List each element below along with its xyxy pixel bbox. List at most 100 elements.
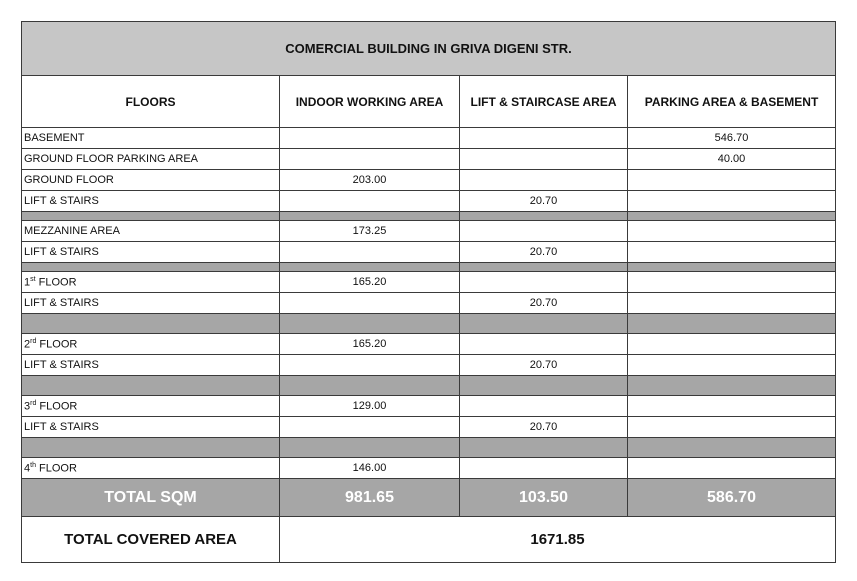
table-row: BASEMENT 546.70 bbox=[21, 127, 836, 149]
lift-cell bbox=[459, 148, 628, 170]
covered-row: TOTAL COVERED AREA 1671.85 bbox=[21, 516, 836, 563]
floor-ordinal: st bbox=[30, 275, 36, 283]
indoor-cell: 165.20 bbox=[279, 271, 460, 293]
table-row: LIFT & STAIRS 20.70 bbox=[21, 354, 836, 376]
floor-cell: 3rd FLOOR bbox=[21, 395, 280, 417]
area-table: COMERCIAL BUILDING IN GRIVA DIGENI STR. … bbox=[21, 21, 836, 563]
floor-cell: 4th FLOOR bbox=[21, 457, 280, 479]
lift-cell bbox=[459, 127, 628, 149]
separator-cell bbox=[627, 211, 836, 221]
separator-cell bbox=[627, 437, 836, 458]
separator-cell bbox=[459, 211, 628, 221]
separator-cell bbox=[279, 313, 460, 334]
floor-cell: GROUND FLOOR PARKING AREA bbox=[21, 148, 280, 170]
floor-number: 1 bbox=[24, 276, 31, 289]
table-row: LIFT & STAIRS 20.70 bbox=[21, 190, 836, 212]
indoor-cell bbox=[279, 241, 460, 263]
indoor-cell: 146.00 bbox=[279, 457, 460, 479]
separator-cell bbox=[21, 437, 280, 458]
floor-cell: LIFT & STAIRS bbox=[21, 190, 280, 212]
table-row: 4th FLOOR 146.00 bbox=[21, 457, 836, 479]
floor-cell: 2rd FLOOR bbox=[21, 333, 280, 355]
total-row: TOTAL SQM 981.65 103.50 586.70 bbox=[21, 478, 836, 517]
parking-cell bbox=[627, 271, 836, 293]
parking-cell bbox=[627, 190, 836, 212]
parking-cell bbox=[627, 354, 836, 376]
table-row: 1st FLOOR 165.20 bbox=[21, 271, 836, 293]
table-row: GROUND FLOOR PARKING AREA 40.00 bbox=[21, 148, 836, 170]
parking-cell bbox=[627, 169, 836, 191]
lift-cell bbox=[459, 333, 628, 355]
parking-cell bbox=[627, 292, 836, 314]
separator-cell bbox=[279, 211, 460, 221]
floor-cell: LIFT & STAIRS bbox=[21, 292, 280, 314]
parking-cell: 546.70 bbox=[627, 127, 836, 149]
lift-cell bbox=[459, 169, 628, 191]
separator-row bbox=[21, 375, 836, 396]
separator-cell bbox=[627, 375, 836, 396]
indoor-cell: 165.20 bbox=[279, 333, 460, 355]
floor-number: 3 bbox=[24, 400, 31, 413]
parking-cell bbox=[627, 395, 836, 417]
lift-cell bbox=[459, 457, 628, 479]
header-floors: FLOORS bbox=[21, 75, 280, 128]
indoor-cell bbox=[279, 354, 460, 376]
parking-cell bbox=[627, 220, 836, 242]
floor-cell: BASEMENT bbox=[21, 127, 280, 149]
separator-cell bbox=[21, 375, 280, 396]
header-indoor: INDOOR WORKING AREA bbox=[279, 75, 460, 128]
separator-cell bbox=[279, 375, 460, 396]
separator-row bbox=[21, 262, 836, 272]
separator-cell bbox=[459, 313, 628, 334]
floor-cell: LIFT & STAIRS bbox=[21, 354, 280, 376]
separator-cell bbox=[279, 262, 460, 272]
header-lift: LIFT & STAIRCASE AREA bbox=[459, 75, 628, 128]
total-lift: 103.50 bbox=[459, 478, 628, 517]
separator-cell bbox=[627, 262, 836, 272]
floor-ordinal: rd bbox=[30, 399, 37, 407]
lift-cell: 20.70 bbox=[459, 190, 628, 212]
table-row: MEZZANINE AREA 173.25 bbox=[21, 220, 836, 242]
separator-cell bbox=[627, 313, 836, 334]
table-row: GROUND FLOOR 203.00 bbox=[21, 169, 836, 191]
table-row: 3rd FLOOR 129.00 bbox=[21, 395, 836, 417]
separator-cell bbox=[21, 211, 280, 221]
floor-label: FLOOR bbox=[39, 462, 77, 475]
lift-cell: 20.70 bbox=[459, 292, 628, 314]
table-row: LIFT & STAIRS 20.70 bbox=[21, 292, 836, 314]
lift-cell bbox=[459, 220, 628, 242]
separator-cell bbox=[21, 313, 280, 334]
floor-label: FLOOR bbox=[38, 276, 77, 289]
indoor-cell bbox=[279, 416, 460, 438]
title-row: COMERCIAL BUILDING IN GRIVA DIGENI STR. bbox=[21, 21, 836, 76]
floor-cell: 1st FLOOR bbox=[21, 271, 280, 293]
parking-cell bbox=[627, 241, 836, 263]
separator-cell bbox=[21, 262, 280, 272]
header-parking: PARKING AREA & BASEMENT bbox=[627, 75, 836, 128]
separator-cell bbox=[459, 437, 628, 458]
floor-cell: LIFT & STAIRS bbox=[21, 416, 280, 438]
total-label: TOTAL SQM bbox=[21, 478, 280, 517]
indoor-cell bbox=[279, 292, 460, 314]
parking-cell bbox=[627, 333, 836, 355]
separator-cell bbox=[459, 262, 628, 272]
indoor-cell bbox=[279, 148, 460, 170]
indoor-cell: 173.25 bbox=[279, 220, 460, 242]
header-row: FLOORS INDOOR WORKING AREA LIFT & STAIRC… bbox=[21, 75, 836, 128]
table-row: LIFT & STAIRS 20.70 bbox=[21, 416, 836, 438]
floor-number: 2 bbox=[24, 338, 31, 351]
lift-cell bbox=[459, 271, 628, 293]
parking-cell bbox=[627, 457, 836, 479]
covered-label: TOTAL COVERED AREA bbox=[21, 516, 280, 563]
lift-cell: 20.70 bbox=[459, 354, 628, 376]
table-title: COMERCIAL BUILDING IN GRIVA DIGENI STR. bbox=[21, 21, 836, 76]
indoor-cell bbox=[279, 190, 460, 212]
separator-cell bbox=[279, 437, 460, 458]
floor-cell: MEZZANINE AREA bbox=[21, 220, 280, 242]
floor-ordinal: rd bbox=[30, 337, 37, 345]
lift-cell: 20.70 bbox=[459, 416, 628, 438]
separator-row bbox=[21, 437, 836, 458]
table-row: 2rd FLOOR 165.20 bbox=[21, 333, 836, 355]
floor-number: 4 bbox=[24, 462, 31, 475]
table-row: LIFT & STAIRS 20.70 bbox=[21, 241, 836, 263]
